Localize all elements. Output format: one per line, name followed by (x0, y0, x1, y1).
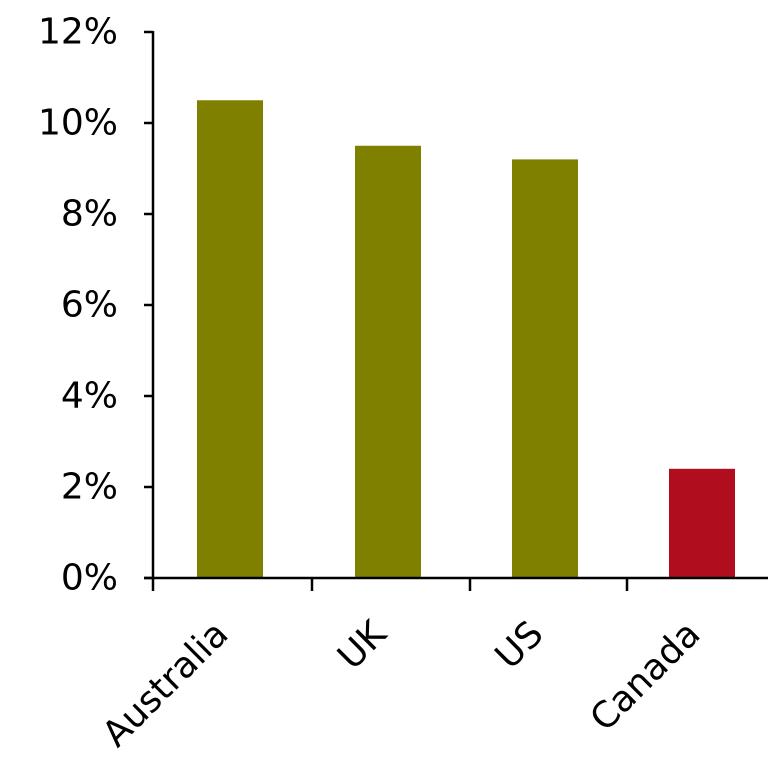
y-tick-label: 0% (61, 558, 118, 599)
bar-canada (669, 468, 735, 578)
bar-us (512, 159, 578, 578)
bar-uk (355, 145, 421, 578)
x-tick-label: US (488, 613, 552, 677)
x-axis-ticks (151, 578, 629, 591)
x-axis-tick-labels: Australia UK US Canada (95, 612, 709, 755)
bar-australia (197, 100, 263, 578)
y-tick-label: 10% (38, 103, 118, 144)
x-tick-label: UK (330, 612, 395, 677)
y-tick-label: 4% (61, 376, 118, 417)
y-axis-tick-labels: 0% 2% 4% 6% 8% 10% 12% (38, 12, 118, 599)
y-axis-ticks (144, 30, 153, 580)
y-tick-label: 2% (61, 467, 118, 508)
y-tick-label: 8% (61, 194, 118, 235)
bars (197, 100, 735, 578)
y-tick-label: 12% (38, 12, 118, 53)
x-tick-label: Canada (583, 613, 709, 739)
x-tick-label: Australia (95, 613, 237, 755)
y-tick-label: 6% (61, 285, 118, 326)
